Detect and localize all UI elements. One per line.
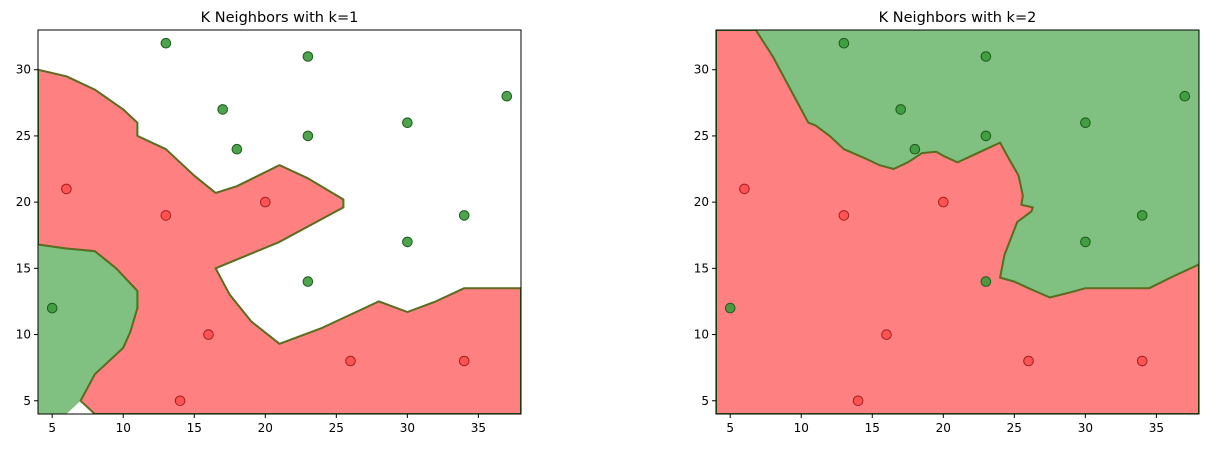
data-point-green — [501, 90, 513, 102]
decision-boundary-inner — [38, 69, 521, 414]
plot-area — [716, 30, 1199, 414]
data-point-green — [1136, 210, 1148, 221]
x-tick-label: 35 — [1149, 421, 1164, 435]
data-point-red — [1136, 355, 1148, 367]
data-point-red — [1023, 355, 1034, 367]
data-point-red — [160, 210, 172, 221]
data-point-green — [231, 143, 243, 155]
y-tick-label: 10 — [16, 328, 31, 342]
decision-region-green — [755, 30, 1199, 298]
data-point-green — [160, 37, 172, 49]
data-point-red — [881, 329, 892, 340]
x-tick-label: 5 — [726, 421, 734, 435]
x-tick-label: 20 — [936, 421, 951, 435]
data-point-green — [402, 236, 413, 248]
y-tick-label: 5 — [701, 394, 709, 408]
data-point-green — [458, 210, 470, 221]
data-point-green — [302, 276, 314, 287]
x-tick-label: 10 — [116, 421, 131, 435]
data-point-red — [739, 183, 750, 195]
data-point-red — [458, 355, 470, 367]
data-point-red — [260, 196, 271, 208]
data-point-red — [345, 355, 356, 367]
y-tick-label: 10 — [694, 328, 709, 342]
data-point-red — [203, 329, 214, 340]
data-point-green — [217, 104, 228, 115]
y-tick-label: 25 — [694, 129, 709, 143]
y-tick-label: 20 — [694, 195, 709, 209]
data-point-green — [302, 51, 314, 62]
decision-region-green — [38, 244, 138, 414]
data-point-green — [46, 302, 58, 314]
y-tick-label: 5 — [23, 394, 31, 408]
x-tick-label: 20 — [258, 421, 273, 435]
data-point-green — [1080, 117, 1091, 128]
chart-title: K Neighbors with k=1 — [201, 10, 359, 26]
decision-region-red — [716, 30, 1199, 414]
y-tick-label: 30 — [694, 63, 709, 77]
data-point-green — [909, 143, 921, 155]
x-tick-label: 10 — [794, 421, 809, 435]
data-point-green — [838, 37, 850, 49]
x-tick-label: 15 — [187, 421, 202, 435]
y-tick-label: 25 — [16, 129, 31, 143]
data-point-red — [938, 196, 949, 208]
axes-frame — [37, 29, 522, 415]
x-tick-label: 30 — [400, 421, 415, 435]
data-point-green — [980, 51, 992, 62]
chart-panel-k2: K Neighbors with k=2 5 10 15 20 25 30 35 5 10 15 2… — [694, 10, 1200, 435]
decision-boundary-inner — [716, 30, 1199, 414]
x-tick-label: 15 — [865, 421, 880, 435]
data-point-red — [852, 395, 864, 407]
data-point-red — [838, 210, 850, 221]
data-point-green — [402, 117, 413, 128]
data-point-red — [174, 395, 186, 407]
data-point-green — [980, 276, 992, 287]
y-tick-label: 15 — [16, 261, 31, 275]
data-point-green — [980, 130, 992, 142]
data-point-green — [1179, 90, 1191, 102]
data-point-green — [302, 130, 314, 142]
x-tick-label: 25 — [1007, 421, 1022, 435]
data-point-green — [895, 104, 907, 115]
x-tick-label: 30 — [1078, 421, 1093, 435]
x-tick-label: 5 — [48, 421, 56, 435]
chart-title: K Neighbors with k=2 — [879, 10, 1037, 26]
plot-area — [38, 37, 521, 414]
y-tick-label: 20 — [16, 195, 31, 209]
data-point-green — [724, 302, 736, 314]
y-tick-label: 15 — [694, 261, 709, 275]
axes-frame — [715, 29, 1200, 415]
data-point-red — [61, 183, 72, 195]
x-tick-label: 35 — [471, 421, 486, 435]
y-tick-label: 30 — [16, 63, 31, 77]
data-point-green — [1080, 236, 1091, 248]
chart-panel-k1: K Neighbors with k=1 5 10 15 20 25 30 35 5 10 15 2… — [16, 10, 522, 435]
x-tick-label: 25 — [329, 421, 344, 435]
